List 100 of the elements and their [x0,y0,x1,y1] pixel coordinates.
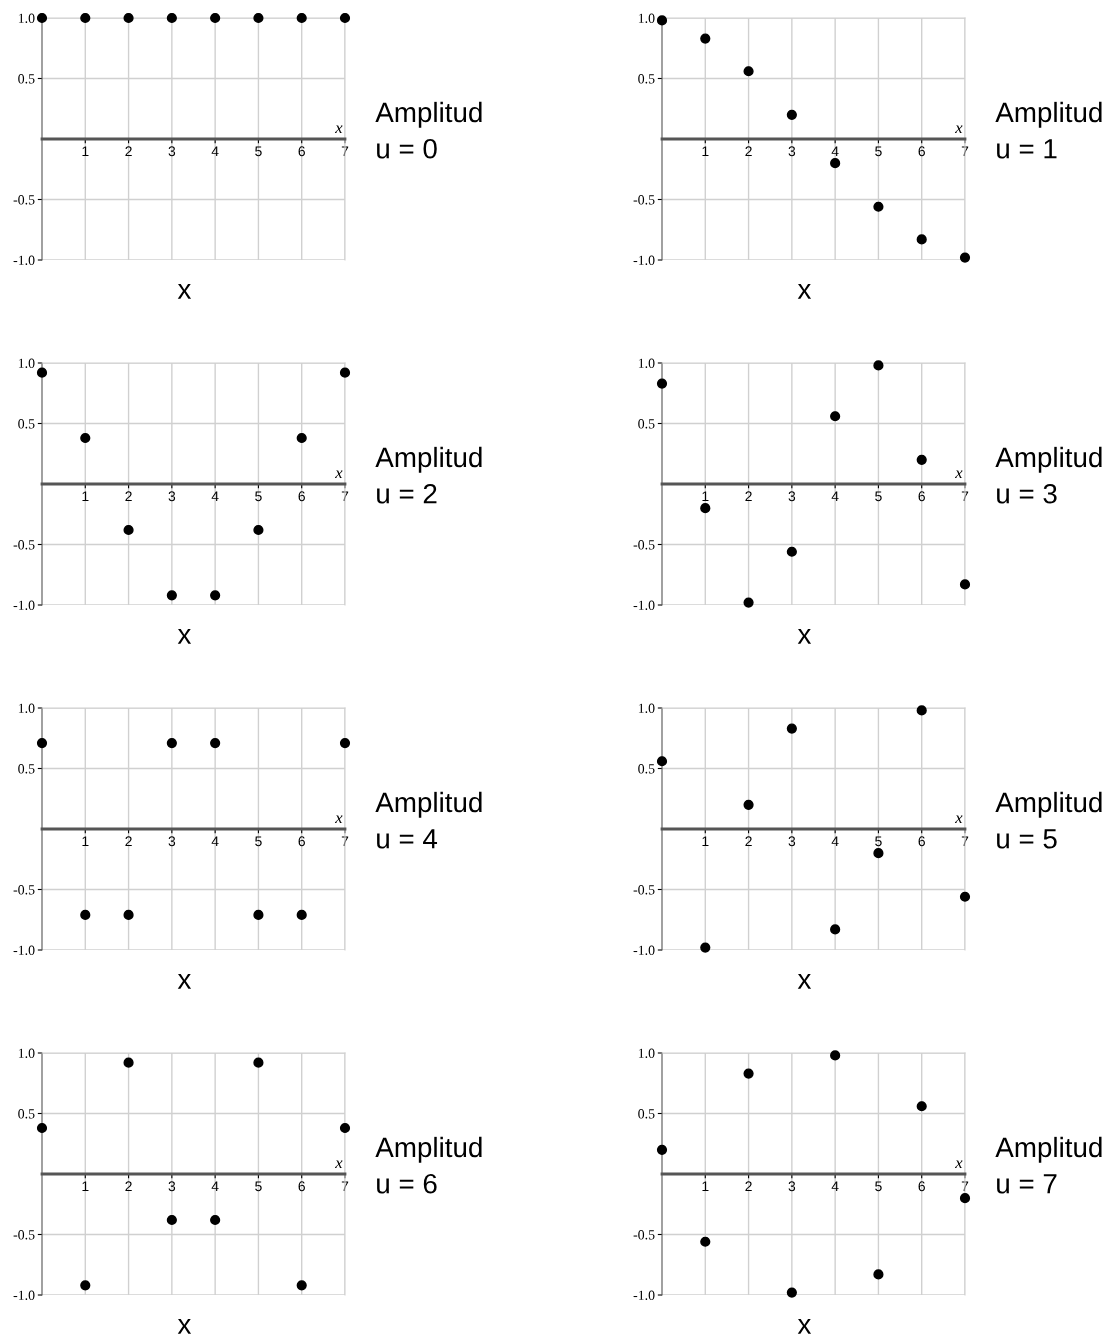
point [339,1122,351,1134]
point [166,1214,177,1226]
y-tick-label: 1.0 [18,1048,35,1059]
text: u = 7 [997,1174,1057,1194]
y-tick-label: -0.5 [13,885,35,895]
point [830,411,841,422]
x-tick-label: 1 [82,1181,89,1192]
x-tick-label: 2 [745,146,752,157]
point [700,1236,711,1247]
x-tick-label: 2 [745,1181,752,1192]
text: Amplitud [375,101,482,128]
point [296,432,307,444]
y-tick-label: -1.0 [13,255,35,266]
point [210,590,221,601]
point [916,1101,927,1112]
x-tick-label: 6 [918,836,925,847]
text: Amplitud [995,446,1102,473]
y-tick-label: 0.5 [638,74,655,84]
annotation: x [335,815,343,824]
x-axis-title: x [797,283,812,299]
point [786,546,797,557]
point [916,234,927,245]
point [873,360,884,371]
x-tick-label: 5 [875,491,882,502]
y-tick-label: 0.5 [18,419,35,429]
point [253,524,264,536]
x-tick-label: 7 [341,491,349,502]
x-tick-label: 4 [831,836,839,847]
annotation: x [955,815,963,824]
x-tick-label: 6 [298,836,305,847]
y-tick-label: -1.0 [13,945,35,956]
point [166,590,177,601]
x-tick-label: 4 [831,1181,839,1192]
text: Amplitud [995,791,1102,818]
y-tick-label: -0.5 [13,195,35,205]
y-tick-label: -0.5 [633,195,655,205]
y-tick-label: 0.5 [638,1109,655,1119]
point [253,1057,264,1068]
text: u = 6 [377,1173,437,1194]
y-tick-label: 1.0 [18,358,35,369]
x-tick-label: 3 [788,491,796,502]
x-tick-label: 1 [82,491,89,502]
text: Amplitud [375,1136,482,1163]
x-tick-label: 7 [961,146,969,157]
x-tick-label: 3 [788,146,796,157]
x-tick-label: 6 [918,1181,925,1192]
x-tick-label: 2 [745,836,752,847]
x-axis-title: x [177,283,192,299]
x-tick-label: 1 [702,1181,709,1192]
x-tick-label: 4 [831,491,839,502]
point [786,109,797,120]
point [959,252,971,263]
y-tick-label: -1.0 [633,945,655,956]
x-tick-label: 3 [168,1181,176,1192]
point [959,891,971,902]
y-tick-label: -0.5 [633,1230,655,1240]
text: u = 5 [997,829,1057,849]
x-tick-label: 7 [341,1181,349,1192]
x-tick-label: 7 [961,836,969,847]
annotation: x [955,470,963,479]
point [700,942,711,953]
annotation: x [335,1160,343,1169]
x-tick-label: 4 [211,836,219,847]
point [656,756,668,767]
x-axis-title: x [177,1318,192,1334]
annotation: x [335,125,343,134]
y-tick-label: 0.5 [18,1109,35,1119]
x-axis-title: x [177,628,192,644]
text: u = 2 [377,483,437,504]
y-tick-label: -1.0 [633,255,655,266]
point [743,799,754,810]
point [123,524,134,536]
y-tick-label: -1.0 [633,1290,655,1301]
x-tick-label: 4 [831,146,839,157]
point [873,1269,884,1280]
point [296,1280,307,1291]
y-tick-label: 0.5 [638,764,655,774]
x-tick-label: 6 [298,146,305,157]
point [830,1050,841,1061]
x-tick-label: 4 [211,1181,219,1192]
x-tick-label: 1 [702,491,709,502]
y-tick-label: 0.5 [18,74,35,84]
y-tick-label: -1.0 [633,600,655,611]
point [916,705,927,716]
y-tick-label: -0.5 [13,540,35,550]
x-axis-title: x [797,973,812,989]
x-tick-label: 1 [702,836,709,847]
y-tick-label: 1.0 [18,13,35,24]
x-tick-label: 5 [875,1181,882,1192]
x-tick-label: 6 [298,1181,305,1192]
y-tick-label: -0.5 [13,1230,35,1240]
x-tick-label: 5 [875,146,882,157]
point [700,503,711,514]
x-tick-label: 5 [255,1181,262,1192]
x-tick-label: 2 [745,491,752,502]
point [36,1122,48,1134]
point [873,848,884,859]
point [36,367,48,378]
x-tick-label: 3 [168,491,176,502]
point [830,924,841,935]
